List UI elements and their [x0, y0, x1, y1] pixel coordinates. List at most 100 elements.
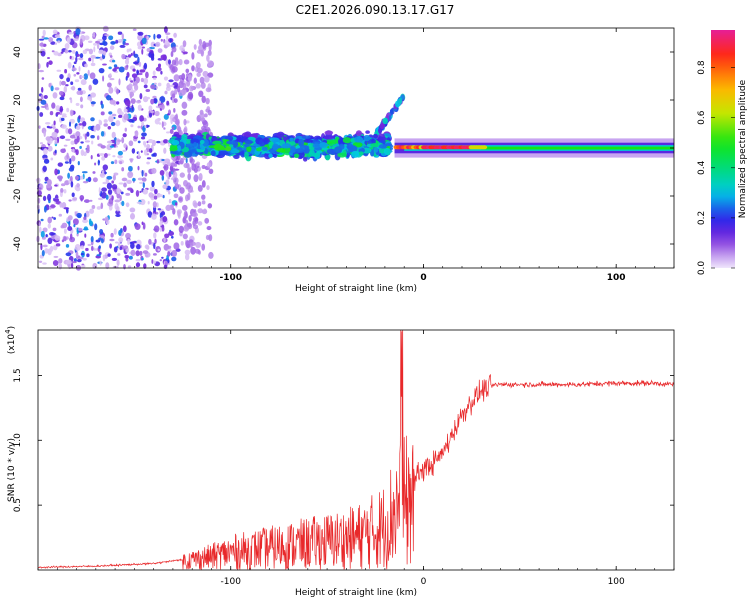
noise-blob: [59, 202, 63, 208]
noise-blob: [123, 245, 129, 250]
noise-blob: [133, 53, 139, 58]
branch-blob: [382, 117, 389, 125]
noise-blob: [43, 130, 46, 137]
band-blob: [384, 143, 393, 147]
x-tick-label-top-panel: 0: [420, 273, 426, 283]
band-blob: [317, 150, 323, 154]
noise-blob: [148, 238, 152, 245]
noise-blob: [152, 253, 157, 256]
colorbar-tick-label: 0.4: [697, 160, 707, 175]
noise-blob: [115, 101, 120, 105]
noise-blob: [51, 216, 54, 219]
noise-blob: [172, 126, 175, 130]
noise-blob: [169, 84, 175, 88]
noise-blob: [142, 222, 146, 230]
speckle: [197, 201, 202, 207]
noise-blob: [100, 145, 106, 149]
noise-blob: [43, 148, 48, 155]
noise-blob: [157, 248, 161, 252]
noise-blob: [75, 57, 78, 63]
noise-blob: [53, 244, 58, 251]
speckle: [193, 217, 199, 222]
noise-blob: [79, 145, 82, 149]
noise-blob: [86, 131, 90, 137]
noise-blob: [102, 25, 109, 32]
noise-blob: [76, 53, 80, 57]
speckle: [171, 66, 178, 73]
noise-blob: [124, 42, 130, 46]
band-blob: [225, 145, 232, 152]
noise-blob: [123, 143, 127, 149]
noise-blob: [126, 179, 132, 185]
noise-blob: [108, 87, 114, 94]
noise-blob: [159, 220, 163, 226]
noise-blob: [65, 138, 71, 141]
noise-blob: [159, 96, 166, 103]
band-blob: [355, 130, 362, 137]
noise-blob: [163, 164, 169, 171]
noise-blob: [89, 220, 94, 227]
noise-blob: [69, 55, 72, 60]
speckle: [172, 177, 179, 185]
noise-blob: [98, 67, 105, 74]
noise-blob: [63, 207, 70, 210]
noise-blob: [121, 200, 125, 207]
noise-blob: [81, 264, 86, 268]
band-blob: [293, 153, 300, 158]
noise-blob: [74, 79, 80, 83]
noise-blob: [167, 248, 172, 253]
band-blob: [299, 145, 310, 149]
noise-blob: [100, 238, 104, 244]
noise-blob: [160, 70, 163, 75]
noise-blob: [83, 73, 89, 80]
noise-blob: [53, 198, 60, 202]
noise-blob: [82, 49, 88, 55]
noise-blob: [108, 66, 112, 70]
speckle: [190, 246, 196, 255]
speckle: [189, 156, 193, 163]
figure-title: C2E1.2026.090.13.17.G17: [295, 3, 455, 17]
branch-blob: [379, 122, 385, 129]
band-blob: [337, 151, 347, 158]
band-blob: [246, 145, 252, 153]
noise-blob: [111, 184, 118, 190]
noise-blob: [83, 199, 90, 203]
speckle: [195, 61, 201, 69]
heatmap-cells: [35, 25, 675, 271]
noise-blob: [109, 243, 112, 249]
noise-blob: [99, 229, 104, 235]
noise-blob: [122, 225, 127, 233]
noise-blob: [117, 154, 123, 159]
speckle: [191, 52, 195, 60]
noise-blob: [53, 255, 59, 258]
noise-blob: [161, 256, 164, 259]
noise-blob: [141, 169, 144, 177]
noise-blob: [135, 76, 140, 84]
noise-blob: [139, 93, 143, 100]
band-blob: [378, 144, 388, 149]
band-blob: [338, 143, 345, 150]
speckle: [198, 176, 203, 182]
noise-blob: [119, 44, 126, 48]
noise-blob: [170, 51, 174, 58]
noise-blob: [39, 112, 44, 117]
band-blob: [244, 151, 249, 159]
noise-blob: [132, 68, 136, 72]
noise-blob: [82, 121, 87, 127]
noise-blob: [163, 76, 169, 81]
speckle: [174, 88, 178, 95]
noise-blob: [97, 197, 104, 201]
speckle: [201, 95, 206, 104]
speckle: [206, 127, 211, 132]
speckle: [201, 243, 206, 251]
noise-blob: [54, 149, 57, 154]
speckle: [171, 46, 177, 53]
band-blob: [297, 151, 305, 159]
noise-blob: [68, 32, 74, 35]
noise-blob: [66, 77, 71, 83]
noise-blob: [143, 149, 148, 156]
noise-blob: [146, 35, 149, 40]
noise-blob: [78, 66, 81, 72]
speckle: [197, 221, 203, 226]
speckle: [174, 183, 180, 190]
